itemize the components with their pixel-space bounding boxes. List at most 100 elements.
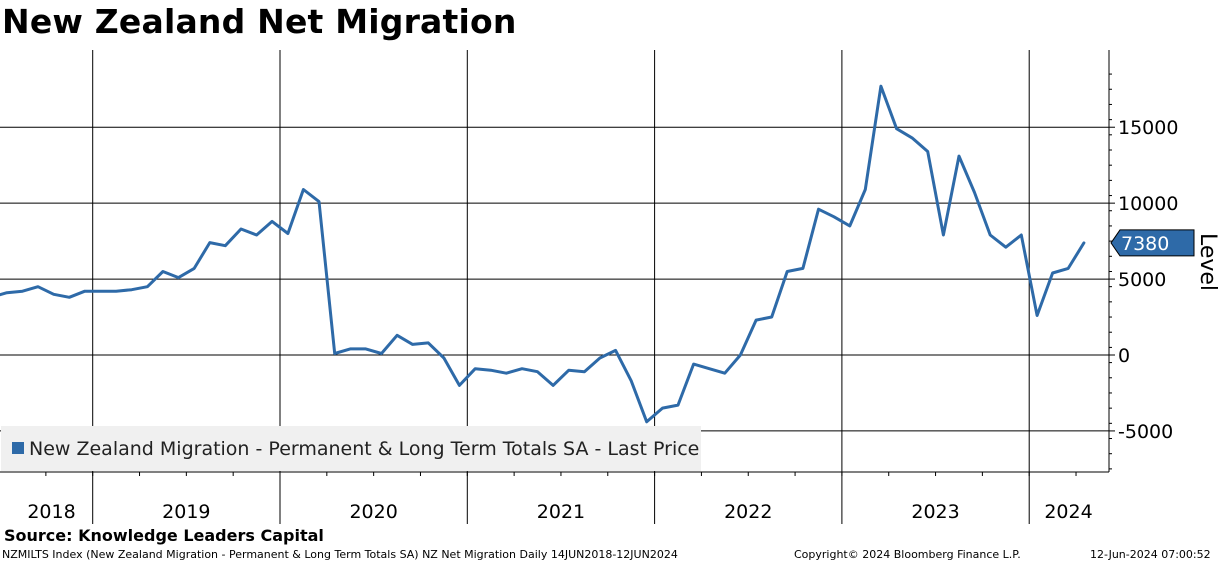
- data-point: [83, 290, 86, 293]
- x-tick-label: 2023: [911, 501, 959, 523]
- axis-layer: -5000 0 5000 10000 15000 2018 2019 2020 2021 2022…: [0, 50, 1220, 523]
- data-point: [240, 227, 243, 230]
- data-point: [21, 290, 24, 293]
- data-point: [833, 215, 836, 218]
- footer-copyright: Copyright© 2024 Bloomberg Finance L.P.: [794, 548, 1021, 561]
- data-point: [364, 347, 367, 350]
- x-tick-label: 2022: [724, 501, 772, 523]
- data-point: [755, 319, 758, 322]
- data-point: [411, 343, 414, 346]
- y-tick-label: 10000: [1118, 193, 1178, 215]
- data-point: [708, 367, 711, 370]
- data-point: [661, 407, 664, 410]
- data-point: [926, 150, 929, 153]
- last-value-flag: [1110, 229, 1195, 257]
- data-point: [442, 357, 445, 360]
- data-point: [864, 188, 867, 191]
- data-point: [739, 354, 742, 357]
- data-point: [146, 285, 149, 288]
- data-point: [286, 232, 289, 235]
- data-point: [614, 349, 617, 352]
- data-point: [396, 334, 399, 337]
- data-point: [645, 420, 648, 423]
- data-point: [895, 127, 898, 130]
- data-point: [489, 369, 492, 372]
- data-point: [224, 244, 227, 247]
- data-point: [333, 352, 336, 355]
- data-point: [583, 370, 586, 373]
- data-point: [193, 267, 196, 270]
- series-line: [0, 84, 1086, 424]
- data-point: [505, 372, 508, 375]
- data-point: [770, 316, 773, 319]
- data-point: [973, 191, 976, 194]
- series-layer: [0, 84, 1086, 424]
- data-point: [1051, 272, 1054, 275]
- data-point: [380, 352, 383, 355]
- data-point: [677, 404, 680, 407]
- data-point: [474, 367, 477, 370]
- x-tick-label: 2024: [1044, 501, 1092, 523]
- legend-swatch: [12, 442, 24, 454]
- x-tick-label: 2018: [27, 501, 75, 523]
- data-point: [630, 379, 633, 382]
- data-point: [598, 357, 601, 360]
- data-point: [208, 241, 211, 244]
- data-point: [1036, 314, 1039, 317]
- grid-layer: [0, 50, 1109, 524]
- data-point: [942, 234, 945, 237]
- data-point: [848, 224, 851, 227]
- data-point: [1020, 234, 1023, 237]
- footer-ticker-description: NZMILTS Index (New Zealand Migration - P…: [2, 548, 678, 561]
- data-point: [786, 270, 789, 273]
- data-point: [957, 155, 960, 158]
- chart-title: New Zealand Net Migration: [2, 2, 517, 41]
- legend-box: [1, 426, 701, 471]
- data-point: [255, 234, 258, 237]
- y-tick-label: 5000: [1118, 269, 1166, 291]
- data-point: [37, 285, 40, 288]
- data-point: [317, 200, 320, 203]
- data-point: [552, 384, 555, 387]
- data-point: [5, 291, 8, 294]
- y-axis-title: Level: [1195, 233, 1220, 291]
- data-point: [349, 347, 352, 350]
- data-point: [1082, 241, 1085, 244]
- footer-timestamp: 12-Jun-2024 07:00:52: [1090, 548, 1211, 561]
- data-point: [879, 85, 882, 88]
- data-point: [1067, 267, 1070, 270]
- data-point: [458, 384, 461, 387]
- data-point: [130, 288, 133, 291]
- data-point: [161, 270, 164, 273]
- y-tick-label: 15000: [1118, 117, 1178, 139]
- x-tick-label: 2020: [349, 501, 397, 523]
- data-point: [520, 367, 523, 370]
- data-point: [302, 188, 305, 191]
- data-point: [177, 276, 180, 279]
- x-tick-label: 2019: [162, 501, 210, 523]
- data-point: [271, 220, 274, 223]
- data-point: [427, 341, 430, 344]
- legend-entry: New Zealand Migration - Permanent & Long…: [29, 438, 699, 460]
- data-point: [68, 296, 71, 299]
- legend-layer: New Zealand Migration - Permanent & Long…: [1, 426, 701, 471]
- x-tick-label: 2021: [537, 501, 585, 523]
- data-point: [817, 208, 820, 211]
- source-note: Source: Knowledge Leaders Capital: [4, 526, 324, 545]
- data-point: [692, 363, 695, 366]
- data-point: [115, 290, 118, 293]
- data-point: [52, 293, 55, 296]
- last-value-label: 7380: [1121, 233, 1169, 255]
- y-tick-label: 0: [1118, 345, 1130, 367]
- data-point: [99, 290, 102, 293]
- data-point: [567, 369, 570, 372]
- data-point: [536, 370, 539, 373]
- data-point: [1004, 246, 1007, 249]
- data-point: [723, 372, 726, 375]
- data-point: [801, 267, 804, 270]
- data-point: [911, 136, 914, 139]
- data-point: [989, 234, 992, 237]
- y-tick-label: -5000: [1118, 421, 1173, 443]
